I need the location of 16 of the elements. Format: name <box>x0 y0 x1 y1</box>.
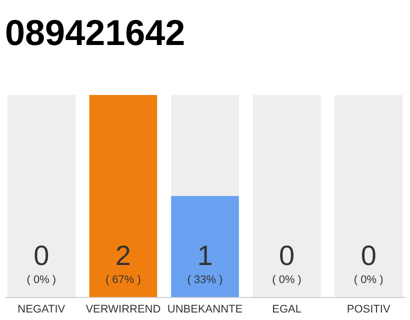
annotation: 1 <box>197 240 213 271</box>
annotation: ( 0% ) <box>272 274 302 286</box>
annotation: ( 0% ) <box>26 274 56 286</box>
x-tick-label: EGAL <box>272 304 302 316</box>
annotation: ( 0% ) <box>354 274 384 286</box>
x-tick-label: POSITIV <box>346 304 391 316</box>
annotation: 2 <box>115 240 131 271</box>
annotation: 0 <box>34 240 50 271</box>
annotation: ( 33% ) <box>187 274 223 286</box>
x-tick-label: UNBEKANNTE <box>167 304 243 316</box>
annotation: 0 <box>360 240 376 271</box>
x-tick-label: NEGATIV <box>18 304 66 316</box>
chart-title: 089421642 <box>5 12 186 53</box>
annotation: 0 <box>279 240 295 271</box>
annotation: ( 67% ) <box>105 274 141 286</box>
x-tick-label: VERWIRREND <box>86 304 161 316</box>
